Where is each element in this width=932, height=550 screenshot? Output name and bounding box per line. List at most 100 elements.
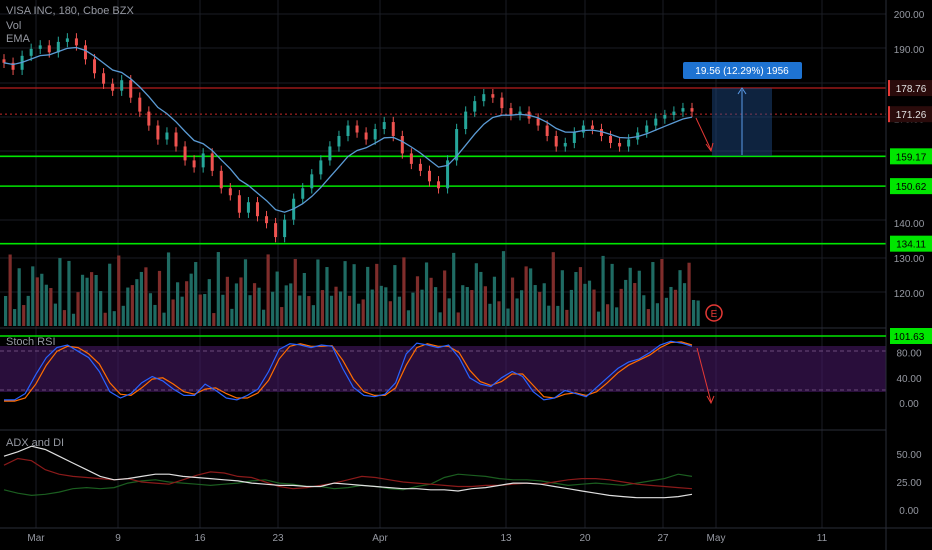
volume-bar [176,282,180,326]
level-marker [888,106,890,123]
stoch-rsi-legend[interactable]: Stoch RSI [6,336,56,348]
candle-body [618,142,622,147]
volume-bar [497,301,501,326]
volume-bar [293,259,297,326]
volume-bar [479,271,483,326]
volume-bar [298,295,302,326]
volume-bar [551,252,555,326]
measure-tool[interactable]: 19.56 (12.29%) 1956 [683,62,802,156]
adx-legend[interactable]: ADX and DI [6,437,65,449]
volume-bar [311,305,315,326]
volume-legend[interactable]: Vol [6,20,22,32]
volume-bar [429,277,433,326]
candle-body [437,181,441,189]
volume-bar [243,259,248,326]
volume-bar [117,255,121,326]
candle-body [581,125,585,133]
arrow-down-icon [705,142,714,153]
volume-bar [17,268,21,326]
volume-bar [696,300,700,326]
ema-line [3,46,693,213]
volume-bar [574,272,578,326]
candle-body [301,188,305,199]
candle-body [65,38,69,42]
volume-bar [144,267,148,326]
time-axis[interactable]: Mar 9 16 23 Apr 13 20 27 May 11 [27,533,827,544]
candle-body [237,195,241,213]
volume-bar [501,251,506,326]
volume-bar [316,259,320,326]
candle-body [274,223,278,238]
candle-body [219,170,223,189]
volume-bar [171,299,175,326]
candle-body [391,122,395,136]
volume-bar [44,284,48,326]
volume-bar [411,292,415,326]
symbol-title[interactable]: VISA INC, 180, Cboe BZX [6,5,134,17]
adx-line [3,445,693,499]
volume-bar [189,273,193,326]
time-tick: May [707,533,726,544]
volume-bar [198,294,202,326]
candle-body [2,59,6,63]
adx-tick: 50.00 [896,450,921,461]
volume-bar [280,307,284,326]
candle-body [83,45,87,60]
arrow-down-icon [706,395,715,405]
candle-body [355,125,359,133]
adx-tick: 25.00 [896,478,921,489]
volume-bar [452,252,456,326]
volume-bar [194,262,198,326]
volume-bar [35,277,39,326]
volume-bar [637,270,641,326]
volume-bar [610,263,614,326]
stoch-rsi-axis: 101.63 80.00 40.00 0.00 [0,328,932,410]
volume-bar [76,292,80,326]
volume-bar [71,313,76,326]
volume-bar [619,288,623,326]
candle-body [373,129,377,140]
candle-body [500,97,504,109]
candle-body [482,94,486,102]
volume-bar [492,276,497,326]
candle-body [518,111,522,116]
time-tick: 11 [817,533,828,544]
volume-bar [26,295,30,326]
volume-bar [103,312,107,326]
volume-bar [633,283,637,326]
volume-bar [547,305,551,326]
volume-bar [121,305,125,326]
volume-bar [465,287,469,326]
volume-bar [664,297,669,326]
candle-body [609,136,613,143]
volume-bar [538,291,542,326]
stoch-rsi-tick: 101.63 [894,332,925,343]
candle-body [174,132,178,147]
candle-body [364,132,368,140]
earnings-icon[interactable] [705,304,723,322]
volume-bar [660,259,664,326]
volume-bar [615,307,619,326]
volume-bar [379,285,383,326]
volume-bar [361,299,365,326]
volume-bar [262,309,266,326]
volume-bar [334,286,338,326]
time-tick: 23 [272,533,284,544]
candle-body [455,129,459,161]
volume-bar [40,273,44,326]
time-tick: Apr [372,533,388,544]
candle-body [382,122,386,130]
horizontal-levels [0,87,886,245]
volume-bar [529,268,533,326]
candle-body [672,111,676,116]
price-tick: 190.00 [894,45,925,56]
candle-body [47,45,51,53]
grid-lines [0,0,886,528]
level-label: 134.11 [896,240,926,251]
volume-bar [587,280,592,326]
volume-bar [80,274,85,326]
candle-body [38,45,42,49]
candle-body [418,163,422,171]
ema-legend[interactable]: EMA [6,33,30,45]
